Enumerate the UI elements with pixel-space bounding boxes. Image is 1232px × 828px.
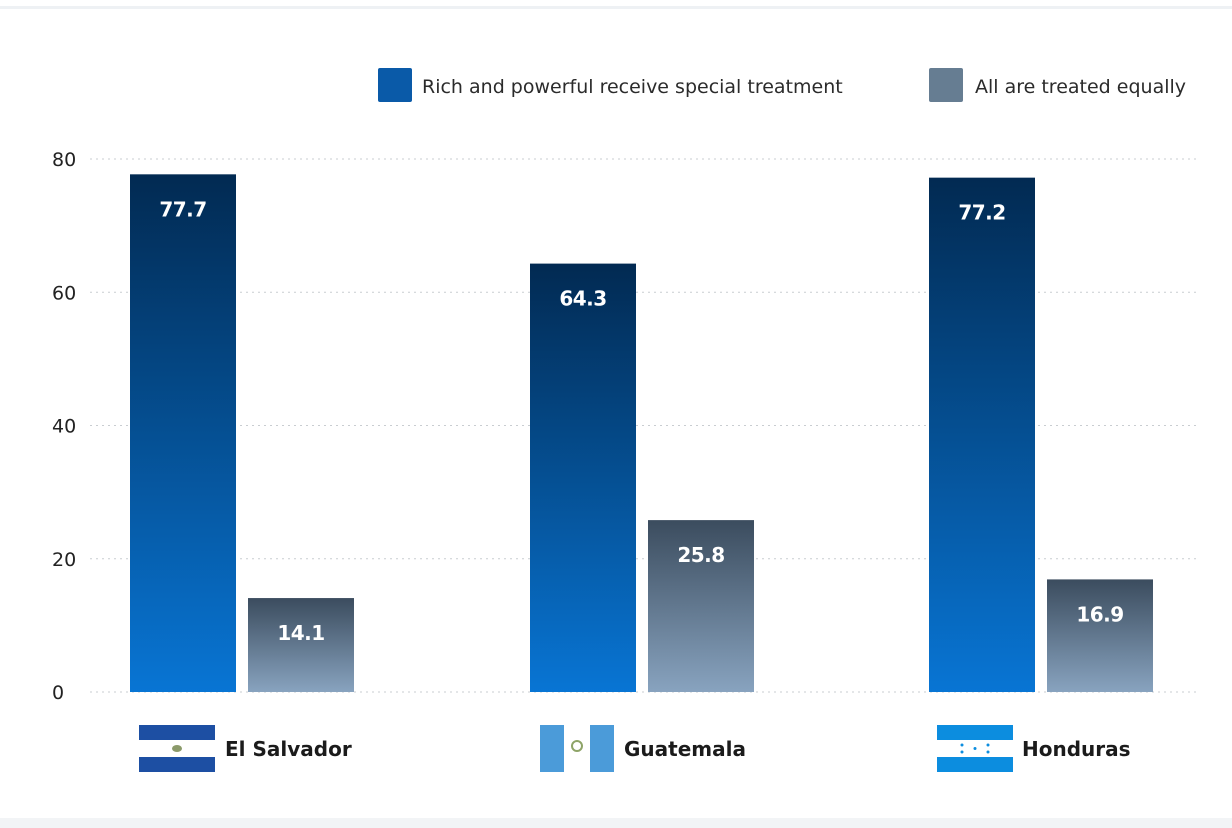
value-label: 25.8 [677,543,724,567]
category-label-el-salvador: El Salvador [225,737,352,761]
category-label-honduras: Honduras [1022,737,1131,761]
bar-series-2-el-salvador [248,598,354,692]
value-label: 16.9 [1076,602,1123,626]
category-label-guatemala: Guatemala [624,737,746,761]
top-divider [0,6,1232,9]
category-el-salvador: El Salvador [139,725,352,772]
bottom-divider [0,818,1232,828]
legend-label-series-2: All are treated equally [975,76,1186,98]
bar-series-2-guatemala [648,520,754,692]
value-label: 77.7 [159,197,206,221]
y-tick-label: 60 [52,282,76,304]
y-tick-label: 0 [52,682,64,704]
bar-series-2-honduras [1047,579,1153,692]
el-salvador-flag-icon [139,725,215,772]
category-honduras: Honduras [937,725,1131,772]
y-axis-ticks: 0 20 40 60 80 [52,149,76,704]
category-guatemala: Guatemala [540,725,746,772]
value-label: 77.2 [958,201,1005,225]
y-tick-label: 40 [52,416,76,438]
value-labels: 77.7 14.1 64.3 25.8 77.2 16.9 [159,197,1124,645]
honduras-flag-icon [937,725,1013,772]
y-tick-label: 80 [52,149,76,171]
y-tick-label: 20 [52,549,76,571]
bars [130,174,1153,693]
value-label: 14.1 [277,621,324,645]
legend-swatch-series-1 [378,68,412,102]
guatemala-flag-icon [540,725,614,772]
bar-series-1-guatemala [530,263,636,692]
legend: Rich and powerful receive special treatm… [378,68,1186,102]
gridlines [90,158,1198,693]
value-label: 64.3 [559,287,606,311]
legend-swatch-series-2 [929,68,963,102]
legend-label-series-1: Rich and powerful receive special treatm… [422,76,843,98]
bar-series-1-honduras [929,177,1035,692]
bar-series-1-el-salvador [130,174,236,693]
